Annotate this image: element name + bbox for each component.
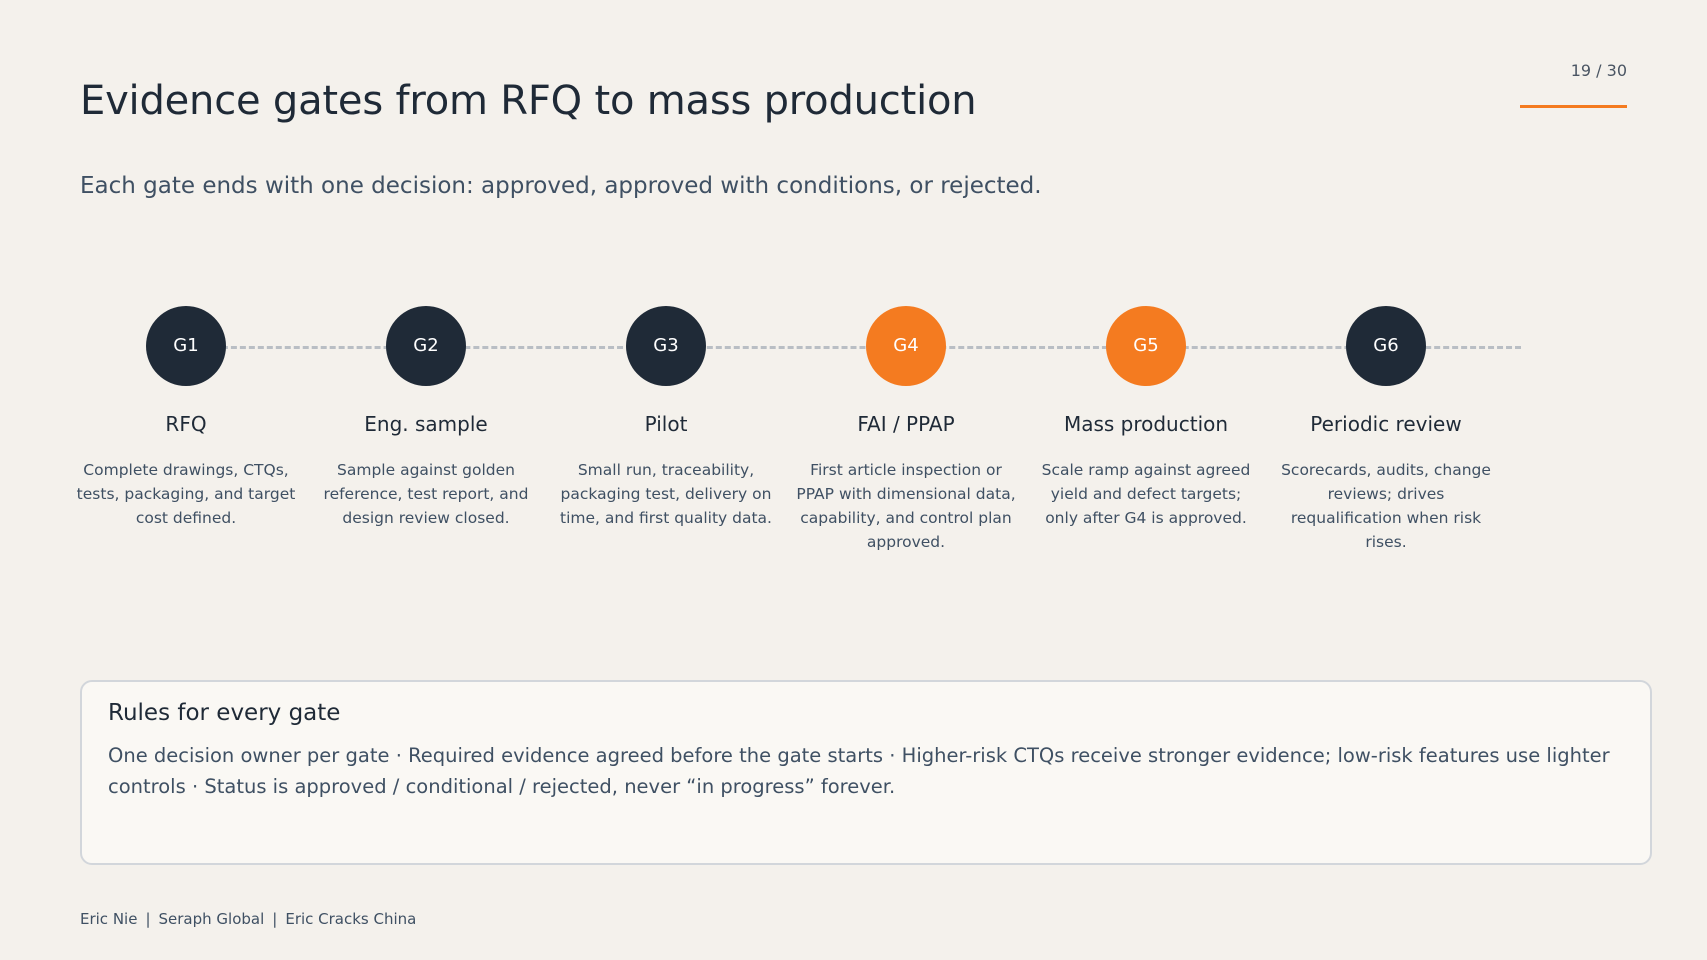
footer-company: Seraph Global: [158, 910, 265, 928]
gate-timeline: G1 RFQ Complete drawings, CTQs, tests, p…: [0, 306, 1707, 566]
footer-separator: |: [145, 910, 151, 928]
gate-description: Sample against golden reference, test re…: [323, 461, 529, 527]
footer-separator: |: [272, 910, 278, 928]
page-title: Evidence gates from RFQ to mass producti…: [80, 78, 977, 124]
gate-g2: G2 Eng. sample Sample against golden ref…: [306, 306, 546, 530]
gate-badge: G4: [866, 306, 946, 386]
gate-name: Eng. sample: [364, 412, 488, 436]
gate-description: First article inspection or PPAP with di…: [796, 461, 1016, 551]
gate-g6: G6 Periodic review Scorecards, audits, c…: [1266, 306, 1506, 554]
timeline-connector: [186, 346, 1521, 349]
rules-text: One decision owner per gate · Required e…: [108, 744, 1610, 798]
gate-g4: G4 FAI / PPAP First article inspection o…: [786, 306, 1026, 554]
page-number-underline: [1520, 105, 1627, 108]
gate-badge: G1: [146, 306, 226, 386]
gate-name: Pilot: [644, 412, 688, 436]
gate-description: Scale ramp against agreed yield and defe…: [1041, 461, 1251, 527]
gate-name: Mass production: [1063, 412, 1229, 436]
gate-g3: G3 Pilot Small run, traceability, packag…: [546, 306, 786, 530]
footer-brand: Eric Cracks China: [285, 910, 417, 928]
gate-description: Complete drawings, CTQs, tests, packagin…: [76, 461, 296, 527]
gate-g1: G1 RFQ Complete drawings, CTQs, tests, p…: [66, 306, 306, 530]
gate-name: FAI / PPAP: [857, 412, 955, 436]
footer-author: Eric Nie: [80, 910, 138, 928]
gate-badge: G6: [1346, 306, 1426, 386]
gate-badge: G5: [1106, 306, 1186, 386]
gate-badge: G3: [626, 306, 706, 386]
gate-description: Small run, traceability, packaging test,…: [560, 461, 772, 527]
gate-name: Periodic review: [1310, 412, 1462, 436]
gate-g5: G5 Mass production Scale ramp against ag…: [1026, 306, 1266, 530]
page-number: 19 / 30: [1570, 61, 1627, 80]
footer: Eric Nie | Seraph Global | Eric Cracks China: [80, 910, 416, 928]
page-subtitle: Each gate ends with one decision: approv…: [80, 173, 1042, 199]
rules-title: Rules for every gate: [108, 700, 341, 726]
rules-panel: Rules for every gate One decision owner …: [80, 680, 1652, 865]
gate-description: Scorecards, audits, change reviews; driv…: [1281, 461, 1491, 551]
gate-badge: G2: [386, 306, 466, 386]
gate-name: RFQ: [165, 412, 207, 436]
